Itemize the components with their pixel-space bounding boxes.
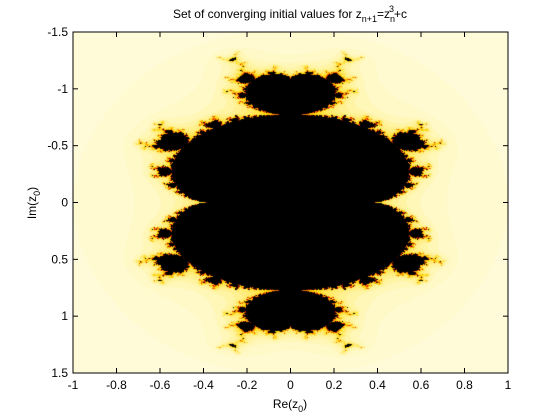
x-tick-label: -0.4 bbox=[193, 378, 214, 392]
y-label-sub: 0 bbox=[32, 191, 42, 196]
x-tick-label: -1 bbox=[68, 378, 79, 392]
x-tick-label: -0.8 bbox=[106, 378, 127, 392]
title-tail: +c bbox=[394, 7, 407, 21]
y-label-main: Im(z bbox=[25, 196, 39, 219]
title-sub-n1: n+1 bbox=[362, 14, 377, 24]
y-tick-label: -0.5 bbox=[47, 139, 68, 153]
x-tick-label: -0.6 bbox=[150, 378, 171, 392]
x-label-close: ) bbox=[303, 397, 307, 411]
x-tick-label: 0.2 bbox=[326, 378, 343, 392]
y-label-close: ) bbox=[25, 187, 39, 191]
title-eq: =z bbox=[377, 7, 390, 21]
y-tick-label: -1.5 bbox=[47, 25, 68, 39]
title-main: Set of converging initial values for z bbox=[173, 7, 362, 21]
x-axis-ticks: -1 -0.8 -0.6 -0.4 -0.2 0 0.2 0.4 0.6 0.8 1 bbox=[68, 32, 512, 392]
x-label-sub: 0 bbox=[298, 404, 303, 414]
x-tick-label: -0.2 bbox=[237, 378, 258, 392]
x-tick-label: 1 bbox=[505, 378, 512, 392]
x-tick-label: 0 bbox=[287, 378, 294, 392]
y-tick-label: 0.5 bbox=[51, 252, 68, 266]
x-tick-label: 0.8 bbox=[456, 378, 473, 392]
title-sup-3: 3 bbox=[389, 4, 394, 14]
x-tick-label: 0.6 bbox=[413, 378, 430, 392]
fractal-heatmap bbox=[73, 32, 508, 373]
chart-title: Set of converging initial values for zn+… bbox=[173, 4, 407, 24]
y-tick-label: -1 bbox=[57, 82, 68, 96]
x-tick-label: 0.4 bbox=[369, 378, 386, 392]
y-tick-label: 1 bbox=[61, 309, 68, 323]
y-tick-label: 1.5 bbox=[51, 366, 68, 380]
y-axis-label: Im(z0) bbox=[25, 187, 42, 219]
title-sub-n: n bbox=[390, 14, 395, 24]
x-axis-label: Re(z0) bbox=[273, 397, 307, 414]
y-tick-label: 0 bbox=[61, 196, 68, 210]
y-axis-ticks: -1.5 -1 -0.5 0 0.5 1 1.5 bbox=[47, 25, 508, 380]
x-label-main: Re(z bbox=[273, 397, 298, 411]
